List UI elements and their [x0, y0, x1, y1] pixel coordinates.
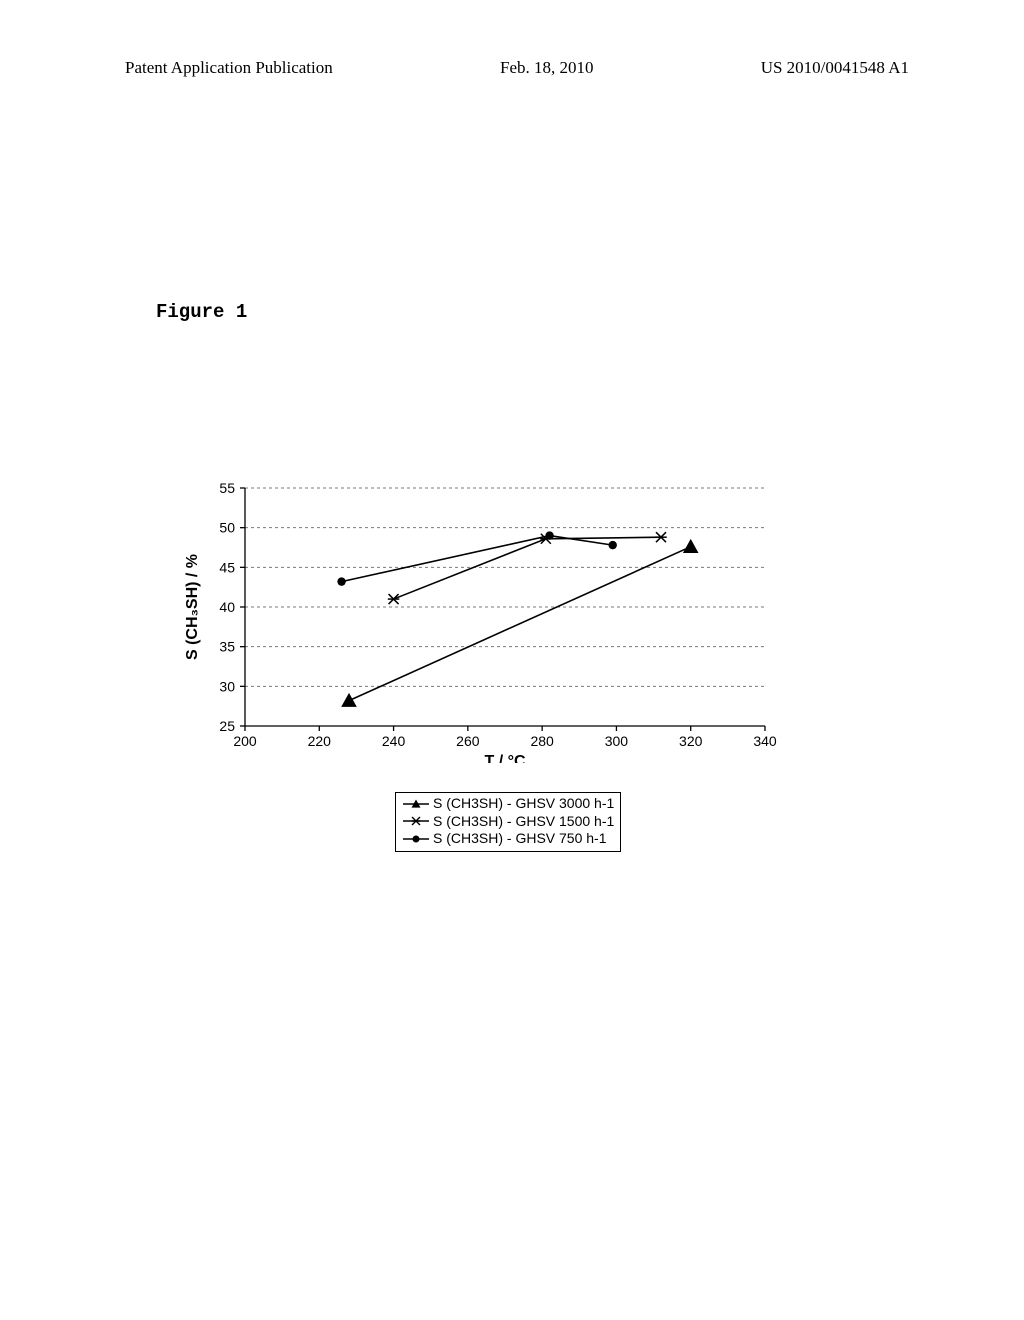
svg-text:260: 260: [456, 733, 480, 749]
svg-text:300: 300: [605, 733, 629, 749]
header-center: Feb. 18, 2010: [500, 58, 594, 78]
svg-text:S (CH₃SH) / %: S (CH₃SH) / %: [184, 554, 201, 660]
figure-label: Figure 1: [156, 301, 247, 323]
svg-text:50: 50: [219, 520, 235, 536]
svg-text:320: 320: [679, 733, 703, 749]
svg-text:55: 55: [219, 480, 235, 496]
svg-text:25: 25: [219, 718, 235, 734]
header-left: Patent Application Publication: [125, 58, 333, 78]
svg-text:340: 340: [753, 733, 777, 749]
page-header: Patent Application Publication Feb. 18, …: [0, 58, 1024, 78]
svg-text:35: 35: [219, 639, 235, 655]
chart-legend: S (CH3SH) - GHSV 3000 h-1S (CH3SH) - GHS…: [395, 792, 621, 852]
line-chart: 25 30 35 40 45 50 55 200 220 240 260 280 300 320 340 T …: [170, 478, 780, 763]
svg-text:T / °C: T / °C: [484, 753, 526, 763]
legend-label: S (CH3SH) - GHSV 3000 h-1: [433, 795, 614, 813]
svg-text:220: 220: [308, 733, 332, 749]
legend-row: S (CH3SH) - GHSV 1500 h-1: [402, 813, 614, 831]
header-right: US 2010/0041548 A1: [761, 58, 909, 78]
legend-label: S (CH3SH) - GHSV 750 h-1: [433, 830, 607, 848]
legend-row: S (CH3SH) - GHSV 3000 h-1: [402, 795, 614, 813]
svg-text:30: 30: [219, 678, 235, 694]
svg-text:240: 240: [382, 733, 406, 749]
legend-row: S (CH3SH) - GHSV 750 h-1: [402, 830, 614, 848]
chart-container: 25 30 35 40 45 50 55 200 220 240 260 280 300 320 340 T …: [170, 478, 780, 763]
legend-label: S (CH3SH) - GHSV 1500 h-1: [433, 813, 614, 831]
svg-text:200: 200: [233, 733, 257, 749]
svg-text:45: 45: [219, 559, 235, 575]
svg-text:40: 40: [219, 599, 235, 615]
svg-text:280: 280: [530, 733, 554, 749]
